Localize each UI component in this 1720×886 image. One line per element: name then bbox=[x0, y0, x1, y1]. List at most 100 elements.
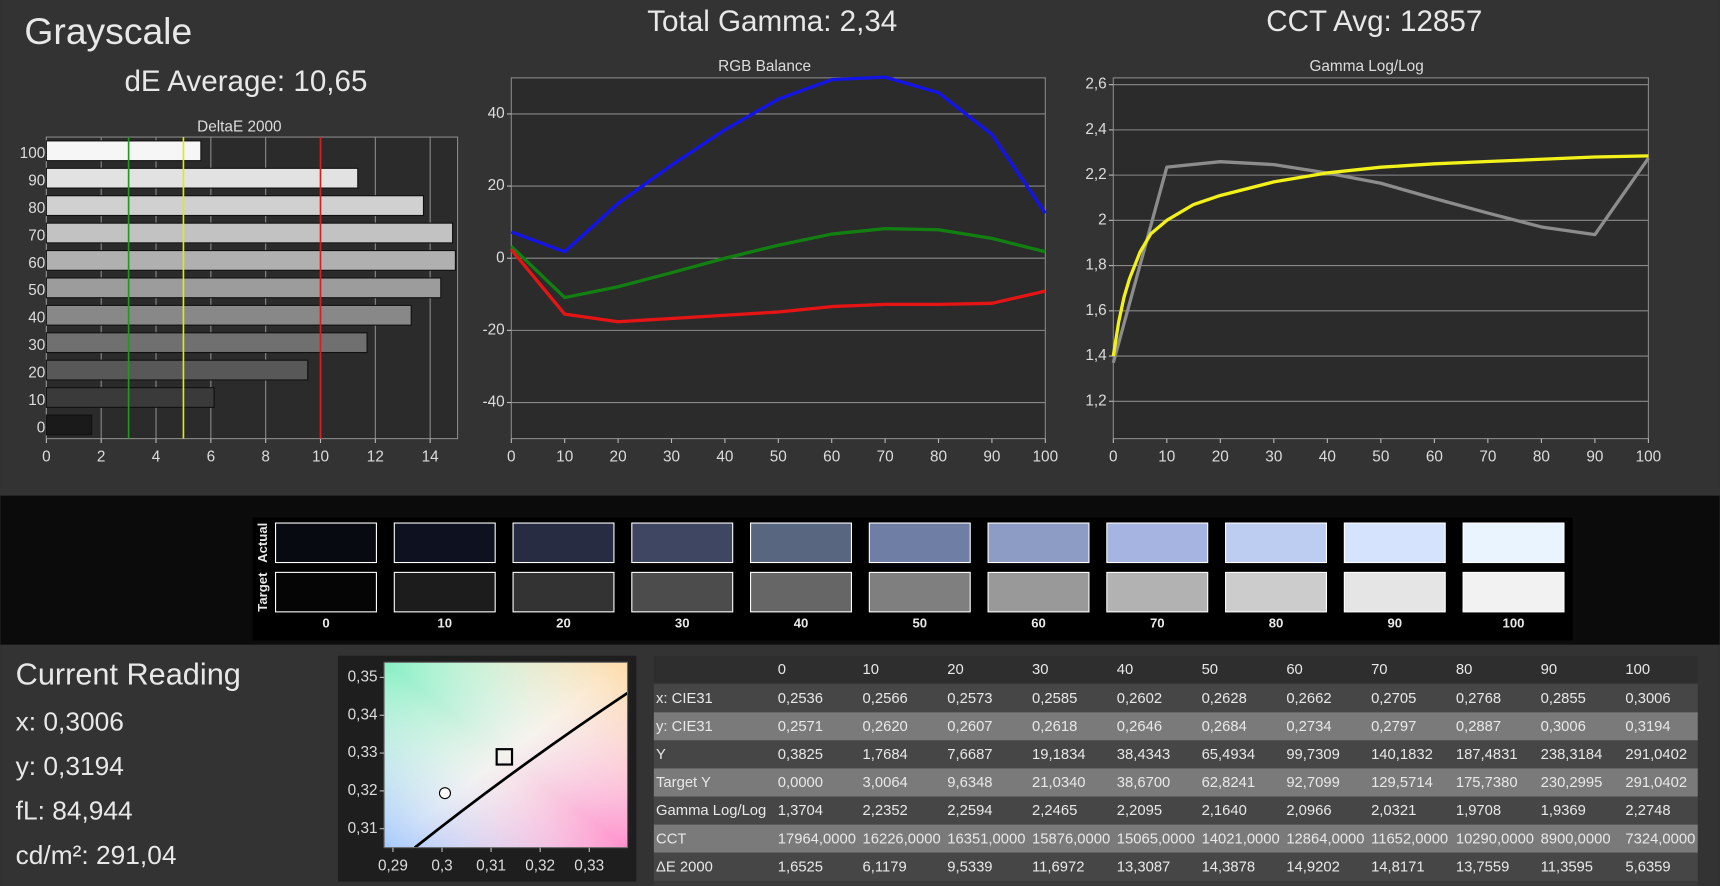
x-tick-label: 40 bbox=[716, 448, 733, 465]
target-swatch bbox=[1106, 571, 1209, 613]
swatch-label: 20 bbox=[556, 615, 571, 630]
x-tick-label: 10 bbox=[312, 448, 329, 465]
y-tick-label: 90 bbox=[28, 173, 45, 190]
table-row bbox=[653, 824, 1698, 853]
swatch-label: 40 bbox=[794, 615, 809, 630]
actual-swatch bbox=[1106, 522, 1209, 564]
cct-average: CCT Avg: 12857 bbox=[1266, 5, 1482, 38]
cell: 17964,0000 bbox=[778, 831, 856, 847]
cell: 13,7559 bbox=[1456, 859, 1510, 875]
cell: 38,4343 bbox=[1117, 747, 1171, 763]
cell: 0,2602 bbox=[1117, 691, 1162, 707]
y-tick-label: 0,32 bbox=[348, 782, 378, 799]
cell: 0,2855 bbox=[1541, 691, 1586, 707]
y-tick-label: 1,4 bbox=[1085, 347, 1107, 364]
column-header: 70 bbox=[1371, 662, 1387, 678]
y-tick-label: 2,4 bbox=[1085, 121, 1107, 138]
column-header: 80 bbox=[1456, 662, 1472, 678]
reading-value: x: 0,3006 bbox=[16, 707, 124, 737]
y-tick-label: 0 bbox=[37, 419, 46, 436]
cell: 10290,0000 bbox=[1456, 831, 1534, 847]
target-swatch bbox=[750, 571, 852, 613]
cell: 175,7380 bbox=[1456, 775, 1518, 791]
y-tick-label: 10 bbox=[28, 392, 45, 409]
swatch-row-label: Actual bbox=[255, 523, 270, 563]
total-gamma: Total Gamma: 2,34 bbox=[647, 5, 897, 38]
target-swatch bbox=[1225, 571, 1328, 613]
cell: 0,2585 bbox=[1032, 691, 1077, 707]
plot-area bbox=[1112, 77, 1649, 440]
actual-swatch bbox=[868, 522, 971, 564]
y-tick-label: 50 bbox=[28, 282, 45, 299]
cie-background-overlay bbox=[384, 662, 628, 848]
cell: 0,3006 bbox=[1625, 691, 1670, 707]
row-label: Y bbox=[656, 747, 666, 763]
cell: 5,6359 bbox=[1625, 859, 1670, 875]
cell: 238,3184 bbox=[1541, 747, 1603, 763]
actual-swatch bbox=[750, 522, 852, 564]
bar bbox=[45, 304, 412, 326]
measured-point bbox=[438, 787, 451, 800]
target-swatch bbox=[1462, 571, 1565, 613]
cell: 2,1640 bbox=[1202, 803, 1247, 819]
x-tick-label: 40 bbox=[1319, 448, 1336, 465]
cell: 14021,0000 bbox=[1202, 831, 1280, 847]
column-header: 60 bbox=[1286, 662, 1302, 678]
y-tick-label: 40 bbox=[28, 310, 45, 327]
cell: 0,2684 bbox=[1202, 719, 1247, 735]
cell: 16351,0000 bbox=[947, 831, 1025, 847]
cell: 0,3194 bbox=[1625, 719, 1670, 735]
y-tick-label: 2,6 bbox=[1085, 76, 1106, 93]
y-tick-label: 30 bbox=[28, 337, 45, 354]
cell: 16226,0000 bbox=[863, 831, 941, 847]
bar bbox=[45, 250, 456, 271]
cell: 0,2646 bbox=[1117, 719, 1162, 735]
actual-swatch bbox=[393, 522, 496, 564]
x-tick-label: 4 bbox=[152, 448, 161, 465]
cell: 0,2887 bbox=[1456, 719, 1501, 735]
bar bbox=[45, 332, 368, 354]
cell: 99,7309 bbox=[1286, 747, 1339, 763]
cell: 92,7099 bbox=[1286, 775, 1339, 791]
column-header: 10 bbox=[863, 662, 879, 678]
x-tick-label: 2 bbox=[97, 448, 106, 465]
column-header: 0 bbox=[778, 662, 786, 678]
target-swatch bbox=[631, 571, 734, 613]
y-tick-label: 0,34 bbox=[348, 706, 378, 723]
cell: 14,8171 bbox=[1371, 859, 1425, 875]
x-tick-label: 100 bbox=[1636, 448, 1662, 465]
x-tick-label: 30 bbox=[663, 448, 680, 465]
x-tick-label: 50 bbox=[1372, 448, 1389, 465]
table-row bbox=[653, 712, 1698, 741]
cell: 0,2797 bbox=[1371, 719, 1416, 735]
x-tick-label: 0 bbox=[1109, 448, 1118, 465]
x-tick-label: 20 bbox=[610, 448, 627, 465]
y-tick-label: 100 bbox=[20, 145, 46, 162]
cell: 1,6525 bbox=[778, 859, 823, 875]
x-tick-label: 0,32 bbox=[525, 857, 555, 874]
actual-swatch bbox=[631, 522, 734, 564]
table-row bbox=[653, 852, 1698, 881]
cell: 0,2768 bbox=[1456, 691, 1501, 707]
cell: 7,6687 bbox=[947, 747, 992, 763]
cell: 291,0402 bbox=[1625, 775, 1687, 791]
x-tick-label: 0 bbox=[42, 448, 51, 465]
swatch-label: 70 bbox=[1150, 615, 1165, 630]
y-tick-label: 2 bbox=[1098, 211, 1107, 228]
bar bbox=[45, 167, 359, 189]
swatch-label: 100 bbox=[1503, 615, 1525, 630]
y-tick-label: -40 bbox=[483, 394, 505, 411]
table-header bbox=[653, 655, 1698, 684]
row-label: CCT bbox=[656, 831, 686, 847]
series-line bbox=[1111, 157, 1650, 364]
cell: 9,5339 bbox=[947, 859, 992, 875]
x-tick-label: 0 bbox=[507, 448, 516, 465]
cell: 0,0000 bbox=[778, 775, 823, 791]
planckian-locus bbox=[413, 691, 629, 849]
x-tick-label: 10 bbox=[556, 448, 573, 465]
series-line bbox=[1111, 154, 1649, 357]
chart-title: RGB Balance bbox=[718, 58, 811, 75]
cell: 0,3006 bbox=[1541, 719, 1586, 735]
cell: 0,2566 bbox=[863, 691, 908, 707]
